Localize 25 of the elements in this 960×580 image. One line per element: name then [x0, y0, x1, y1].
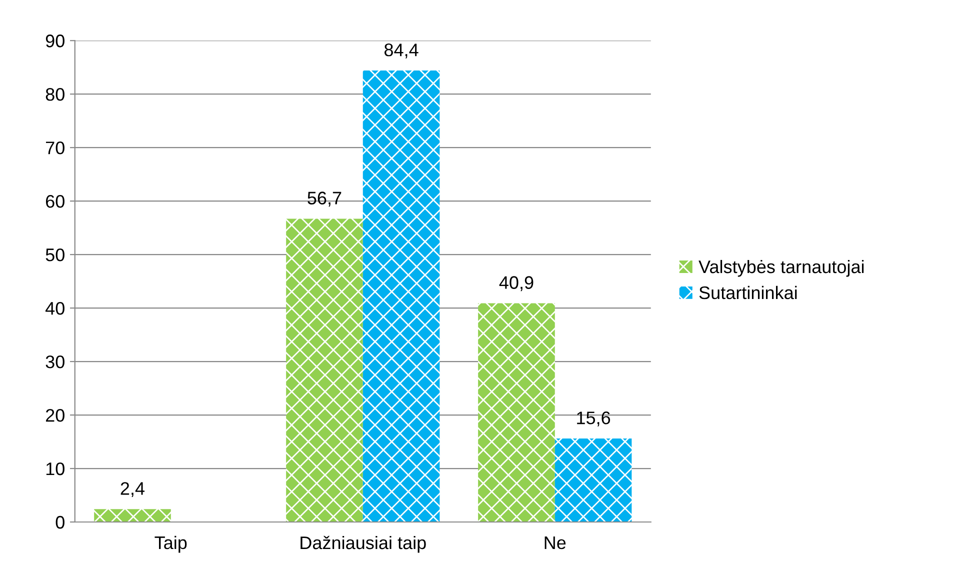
y-tick-label: 10	[46, 462, 64, 476]
data-label: 15,6	[577, 412, 610, 426]
data-label: 40,9	[499, 276, 534, 292]
y-tick-label: 70	[46, 142, 64, 154]
x-tick-label: Dažniausiai taip	[300, 536, 426, 553]
bar	[94, 509, 171, 522]
data-label: 56,7	[308, 192, 342, 207]
bar	[478, 303, 555, 522]
y-tick-label: 0	[56, 516, 64, 529]
data-label: 84,4	[384, 44, 418, 58]
y-tick-label: 50	[46, 248, 64, 262]
y-tick-label: 40	[45, 302, 64, 315]
y-tick-label: 30	[46, 355, 64, 368]
x-tick-label: Taip	[154, 536, 187, 553]
y-tick-label: 90	[46, 34, 64, 48]
bar	[362, 70, 440, 522]
y-tick-label: 60	[46, 195, 64, 208]
y-tick-label: 80	[46, 88, 64, 101]
y-tick-label: 20	[46, 408, 64, 422]
data-label: 2,4	[120, 482, 144, 498]
legend-label: Valstybės tarnautojai	[698, 260, 864, 277]
x-tick-label: Ne	[544, 536, 566, 550]
legend-label: Sutartininkai	[699, 286, 797, 300]
bar	[286, 218, 363, 522]
bar	[554, 438, 632, 522]
